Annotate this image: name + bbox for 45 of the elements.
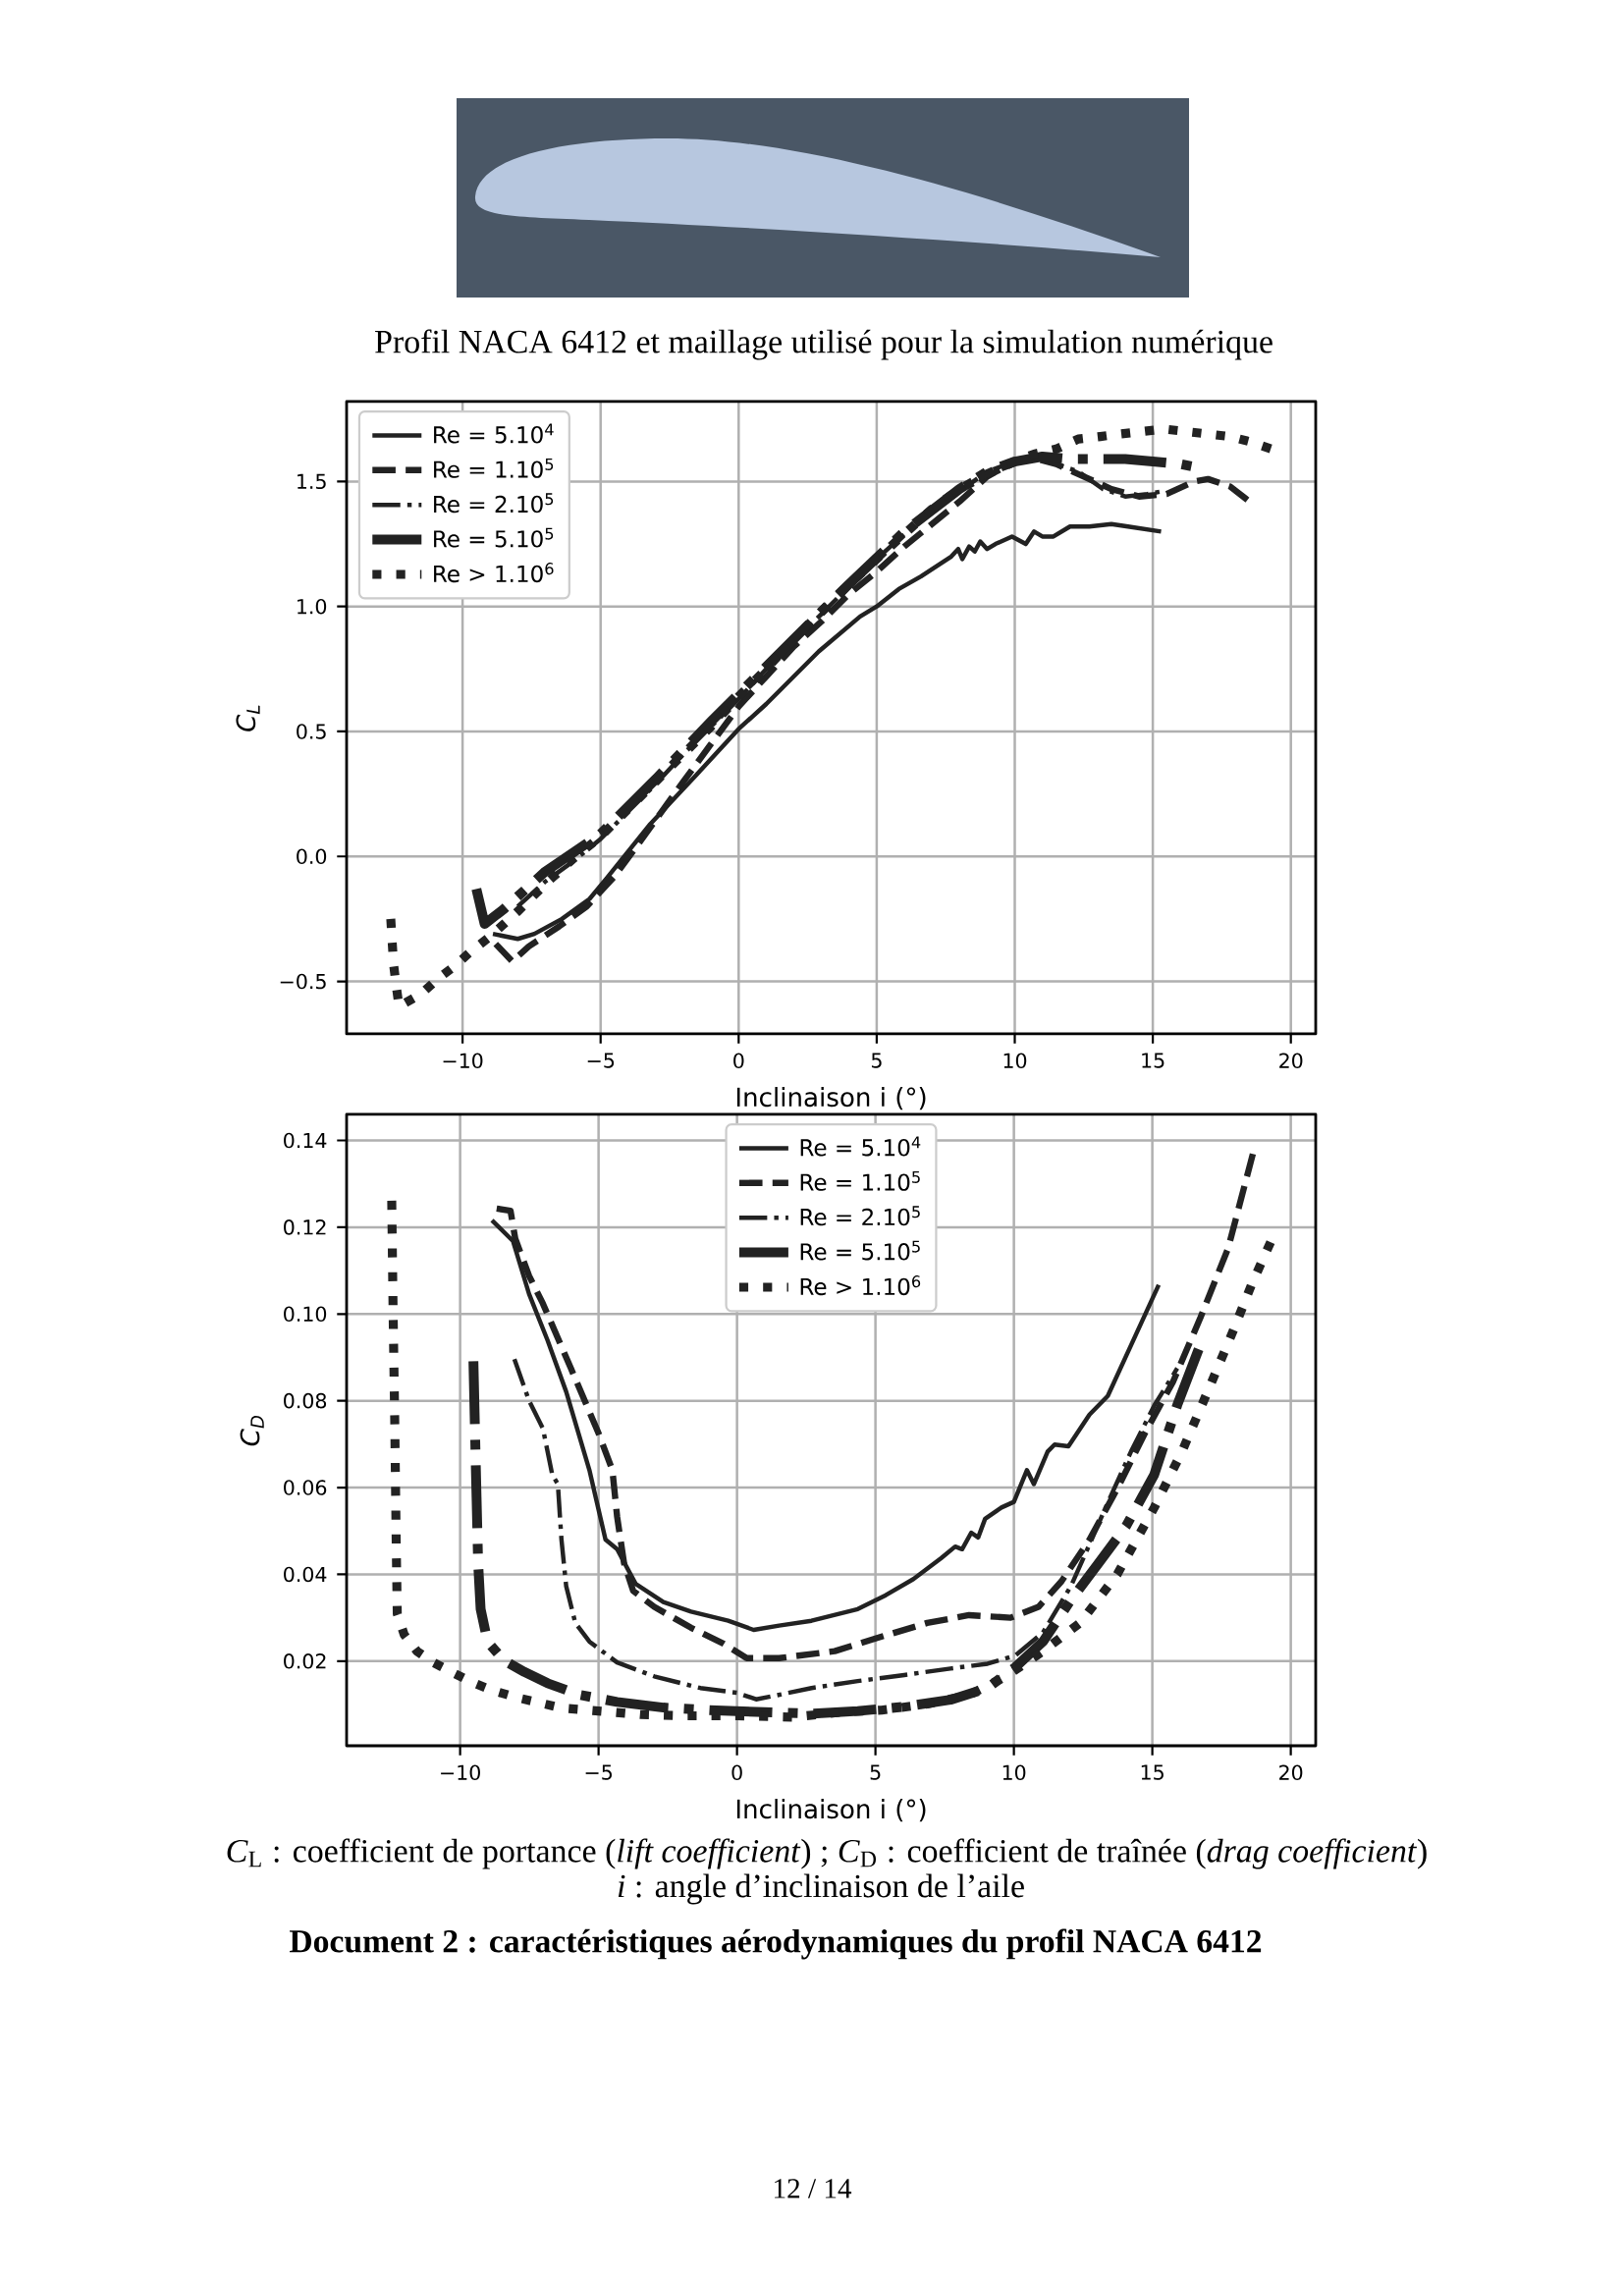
x-tick-label: −5 — [585, 1764, 612, 1780]
x-tick-label: 20 — [1279, 1053, 1303, 1069]
x-tick-label: 5 — [870, 1764, 881, 1780]
y-tick-label: −0.5 — [280, 973, 326, 990]
text: C$_{L}$ : coefficient de portance (lift coefficient) ; C$_{D}$ : coefficient de traînée (drag coefficient) — [227, 1838, 1427, 1869]
y-axis-title: C$_{L}$ — [236, 705, 260, 731]
y-tick-label: 0.06 — [284, 1480, 327, 1495]
y-tick-label: 0.10 — [284, 1306, 327, 1323]
x-tick-label: 15 — [1141, 1764, 1164, 1780]
x-tick-label: 20 — [1279, 1764, 1303, 1781]
y-tick-label: 0.08 — [284, 1392, 327, 1409]
y-axis-title: C$_{D}$ — [240, 1415, 264, 1446]
x-tick-label: 15 — [1142, 1053, 1164, 1068]
y-tick-label: 0.04 — [284, 1566, 327, 1583]
text: i : angle d’inclinaison de l’aile — [618, 1873, 1024, 1905]
y-tick-label: 0.12 — [284, 1219, 326, 1235]
legend-label: Re = 1.10$^{5}$ — [434, 458, 554, 478]
text: Profil NACA 6412 et maillage utilisé pour la simulation numérique — [375, 329, 1272, 360]
legend-label: Re = 1.10$^{5}$ — [800, 1170, 920, 1191]
x-tick-label: 10 — [1002, 1764, 1026, 1781]
x-tick-label: 10 — [1003, 1053, 1027, 1069]
x-tick-label: 5 — [871, 1053, 882, 1068]
legend-label: Re = 2.10$^{5}$ — [434, 493, 554, 514]
x-tick-label: 0 — [733, 1053, 744, 1069]
x-tick-label: −10 — [441, 1764, 480, 1781]
x-tick-label: −10 — [443, 1053, 483, 1069]
legend-label: Re > 1.10$^{6}$ — [434, 563, 554, 583]
y-tick-label: 0.02 — [284, 1653, 326, 1669]
y-tick-label: 0.0 — [297, 848, 327, 865]
legend-label: Re = 5.10$^{5}$ — [800, 1240, 920, 1261]
y-tick-label: 1.5 — [298, 473, 326, 490]
x-tick-label: 0 — [731, 1764, 742, 1781]
x-axis-title: Inclinaison i (°) — [736, 1087, 926, 1110]
y-tick-label: 0.14 — [284, 1132, 327, 1149]
text: 12 / 14 — [775, 2179, 852, 2198]
text: Document 2 : caractéristiques aérodynamiques du profil NACA 6412 — [290, 1928, 1262, 1960]
legend-label: Re = 5.10$^{4}$ — [800, 1136, 921, 1157]
legend-label: Re = 5.10$^{5}$ — [434, 527, 554, 548]
legend-label: Re = 2.10$^{5}$ — [800, 1206, 920, 1226]
legend-label: Re = 5.10$^{4}$ — [434, 423, 554, 444]
legend-label: Re > 1.10$^{6}$ — [800, 1275, 921, 1296]
x-tick-label: −5 — [587, 1053, 615, 1068]
y-tick-label: 1.0 — [298, 598, 327, 615]
x-axis-title: Inclinaison i (°) — [736, 1799, 926, 1822]
y-tick-label: 0.5 — [297, 724, 326, 739]
